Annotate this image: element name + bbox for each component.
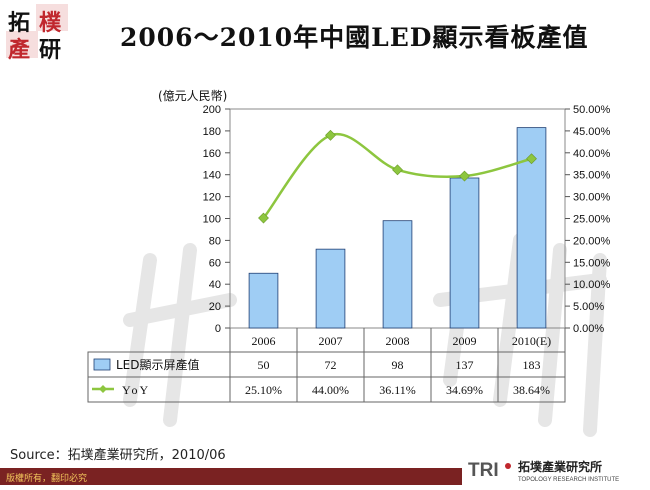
bar-value-label: 98 (392, 358, 404, 372)
yoy-point-2010(E) (526, 153, 537, 165)
y-right-tick-label: 25.00% (573, 214, 611, 226)
page-title: 2006～2010年中國LED顯示看板產值 (120, 23, 589, 52)
logo-top-left-background (6, 4, 68, 58)
y-left-tick-label: 80 (209, 235, 221, 247)
bar-value-label: 50 (258, 358, 270, 372)
y-right-tick-label: 30.00% (573, 192, 611, 204)
x-tick-label: 2008 (386, 334, 410, 348)
bar-2007 (315, 248, 346, 329)
y-right-tick-label: 35.00% (573, 170, 611, 182)
y-right-tick-label: 15.00% (573, 257, 611, 269)
y-right-tick-label: 40.00% (573, 148, 611, 160)
legend-bar-label: LED顯示屏產值 (116, 357, 200, 372)
copyright-text: 版權所有，翻印必究 (6, 474, 88, 484)
brand-name: 拓墣產業研究所 (518, 459, 602, 474)
yoy-value-label: 34.69% (446, 383, 483, 397)
x-tick-label: 2010(E) (512, 334, 551, 348)
yoy-point-2009 (459, 170, 470, 182)
logo-top-left: 拓 樸 產 研 (6, 4, 68, 63)
logo-char-4: 研 (39, 38, 62, 63)
y-left-tick-label: 20 (209, 301, 221, 313)
y-right-tick-label: 45.00% (573, 126, 611, 138)
bar-2009 (449, 177, 480, 329)
source-note: Source：拓墣產業研究所，2010/06 (10, 448, 226, 463)
yoy-value-label: 36.11% (379, 383, 416, 397)
y-left-tick-label: 160 (203, 148, 221, 160)
logo-char-2: 樸 (39, 11, 62, 36)
brand-dot-icon (505, 463, 511, 469)
bar-value-label: 137 (456, 358, 474, 372)
y-left-tick-label: 100 (203, 214, 221, 226)
logo-bottom-right-graphic: TRI 拓墣產業研究所 TOPOLOGY RESEARCH INSTITUTE (462, 456, 650, 486)
bar-value-label: 72 (325, 358, 337, 372)
x-tick-label: 2006 (252, 334, 276, 348)
y-left-tick-label: 0 (215, 323, 221, 335)
yoy-point-2007 (325, 129, 336, 141)
yoy-value-label: 38.64% (513, 383, 550, 397)
y-left-tick-label: 180 (203, 126, 221, 138)
y-right-tick-label: 10.00% (573, 279, 611, 291)
y-left-tick-label: 120 (203, 192, 221, 204)
y-left-tick-label: 200 (203, 104, 221, 116)
yoy-value-label: 44.00% (312, 383, 349, 397)
y-right-tick-label: 5.00% (573, 301, 604, 313)
yoy-point-2006 (258, 212, 269, 224)
legend-line-marker (99, 385, 107, 393)
bar-2006 (248, 272, 279, 329)
y-right-tick-label: 0.00% (573, 323, 604, 335)
y-right-tick-label: 20.00% (573, 235, 611, 247)
bar-2008 (382, 220, 413, 329)
yoy-line (262, 132, 532, 219)
y-axis-unit-label: (億元人民幣) (158, 89, 227, 103)
x-tick-label: 2009 (453, 334, 477, 348)
logo-char-3: 產 (8, 38, 31, 63)
brand-english: TOPOLOGY RESEARCH INSTITUTE (518, 477, 619, 483)
bar-value-label: 183 (523, 358, 541, 372)
yoy-point-2008 (392, 164, 403, 176)
logo-bottom-right: TRI 拓墣產業研究所 TOPOLOGY RESEARCH INSTITUTE (462, 456, 650, 486)
y-left-tick-label: 140 (203, 170, 221, 182)
y-left-tick-label: 40 (209, 279, 221, 291)
legend-bar-swatch (93, 358, 111, 371)
brand-mark: TRI (468, 460, 499, 481)
logo-char-1: 拓 (8, 11, 31, 36)
y-left-tick-label: 60 (209, 257, 221, 269)
legend-line-label: YoY (122, 383, 150, 397)
x-tick-label: 2007 (319, 334, 343, 348)
yoy-value-label: 25.10% (245, 383, 282, 397)
chart: (億元人民幣) 0 20 40 60 80 100 120 140 160 180 200 0.00% 5… (87, 89, 611, 403)
y-right-tick-label: 50.00% (573, 104, 611, 116)
